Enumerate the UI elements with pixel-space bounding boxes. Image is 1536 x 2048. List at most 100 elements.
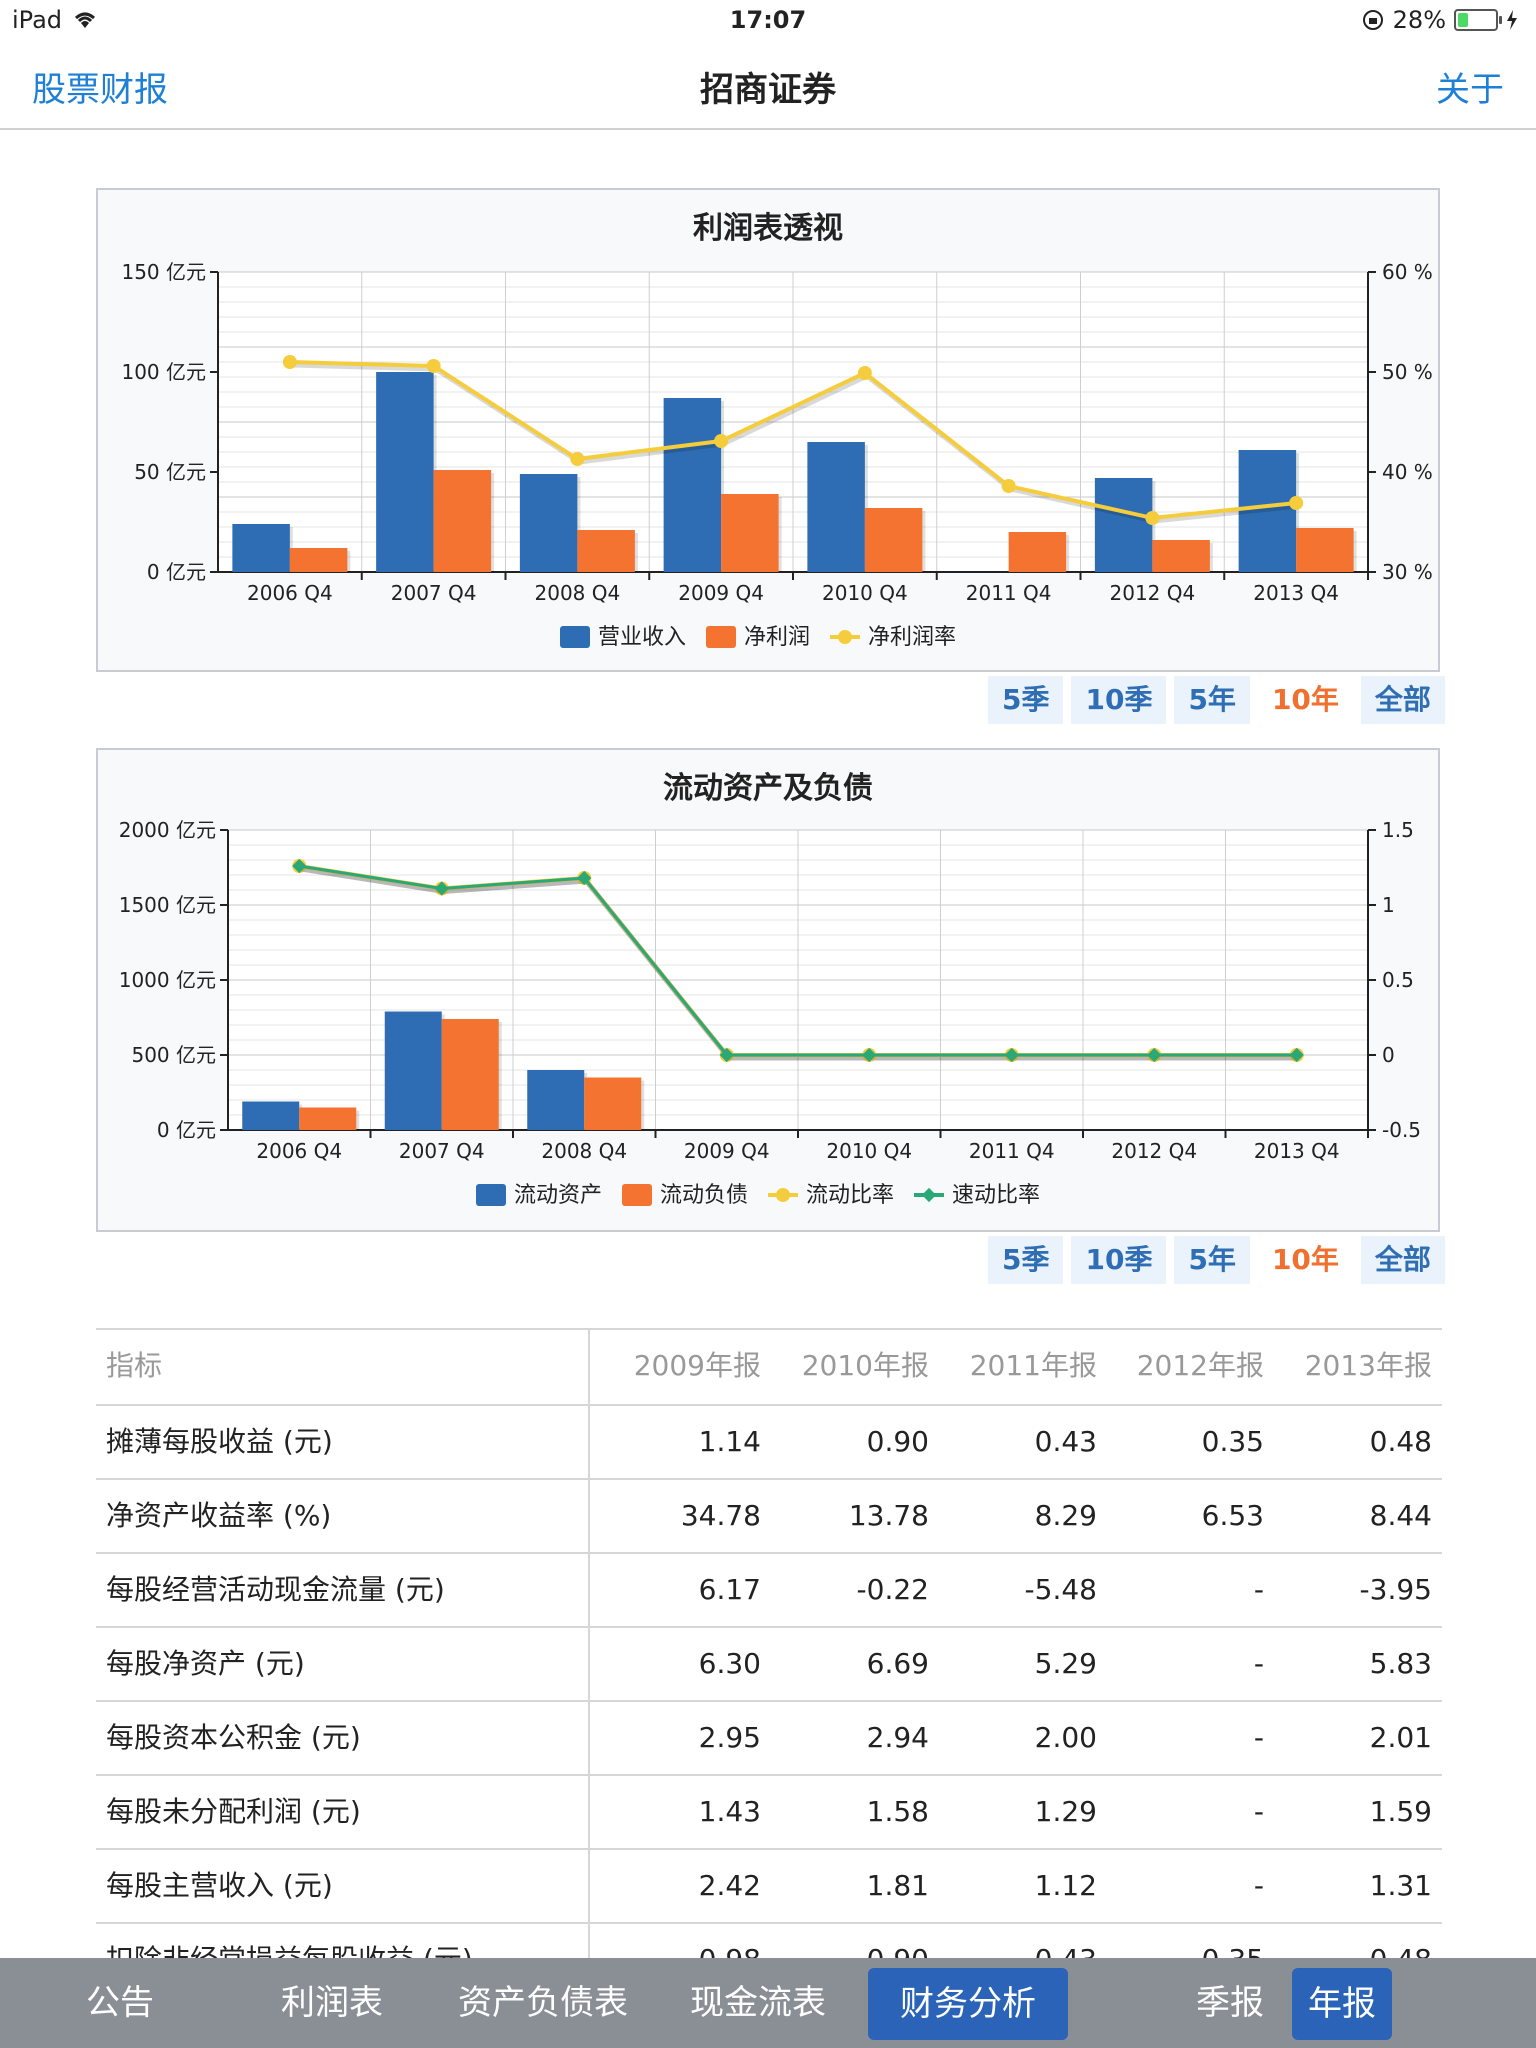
legend-item-流动资产: 流动资产 [476, 1183, 602, 1208]
indicator-value: 1.58 [866, 1795, 929, 1828]
tab-资产负债表[interactable]: 资产负债表 [458, 1983, 628, 2023]
tab-年报[interactable]: 年报 [1292, 1968, 1392, 2040]
y2-tick-label: 30 % [1382, 560, 1433, 584]
table-header-indicator: 指标 [106, 1349, 163, 1382]
range-button-全部[interactable]: 全部 [1360, 676, 1445, 724]
x-tick-label: 2013 Q4 [1254, 1139, 1340, 1163]
indicator-value: 13.78 [848, 1499, 929, 1532]
range-button-5季[interactable]: 5季 [988, 676, 1064, 724]
bar-净利润 [721, 494, 779, 572]
indicator-value: 0.43 [1034, 1425, 1097, 1458]
range-button-10年[interactable]: 10年 [1257, 676, 1353, 724]
tab-财务分析[interactable]: 财务分析 [868, 1968, 1068, 2040]
range-button-10年[interactable]: 10年 [1257, 1236, 1353, 1284]
indicator-value: 1.12 [1034, 1869, 1097, 1902]
financial-indicator-table: 指标 2009年报 2010年报 2011年报 2012年报 2013年报 摊薄每股收益 (… [96, 1328, 1442, 1998]
indicator-value: - [1253, 1869, 1264, 1902]
table-header-row: 指标 2009年报 2010年报 2011年报 2012年报 2013年报 [96, 1328, 1442, 1406]
y2-tick-label: 1 [1382, 893, 1395, 917]
table-header-year: 2013年报 [1304, 1349, 1432, 1382]
indicator-value: 1.14 [698, 1425, 761, 1458]
bar-净利润 [289, 548, 348, 572]
bar-营业收入 [807, 442, 865, 572]
legend-item-净利润率: 净利润率 [830, 625, 956, 650]
liquidity-chart-panel: 流动资产及负债 0 亿元 500 亿元 1000 亿元 1500 亿元 2000 亿元 -0… [96, 748, 1440, 1232]
point-净利润率 [570, 452, 585, 466]
indicator-value: -0.22 [856, 1573, 929, 1606]
battery-icon [1454, 9, 1502, 31]
point-净利润率 [857, 366, 872, 380]
indicator-value: 1.81 [866, 1869, 929, 1902]
table-header-year: 2009年报 [633, 1349, 761, 1382]
back-button[interactable]: 股票财报 [32, 70, 168, 110]
about-button[interactable]: 关于 [1436, 70, 1504, 110]
legend-swatch [476, 1184, 506, 1206]
legend-label: 流动负债 [660, 1183, 748, 1208]
x-tick-label: 2010 Q4 [822, 581, 908, 605]
x-tick-label: 2008 Q4 [541, 1139, 627, 1163]
indicator-value: 0.48 [1369, 1425, 1432, 1458]
range-button-10季[interactable]: 10季 [1071, 1236, 1167, 1284]
legend-label: 流动资产 [514, 1183, 602, 1208]
indicator-value: -3.95 [1359, 1573, 1432, 1606]
x-tick-label: 2006 Q4 [247, 581, 333, 605]
indicator-value: 6.30 [698, 1647, 761, 1680]
point-净利润率 [426, 359, 441, 373]
y-tick-label: 50 亿元 [134, 460, 206, 484]
table-header-year: 2012年报 [1136, 1349, 1264, 1382]
chart-title: 利润表透视 [693, 211, 843, 246]
chart-title: 流动资产及负债 [663, 771, 873, 806]
indicator-value: 2.95 [698, 1721, 761, 1754]
indicator-value: 2.01 [1369, 1721, 1432, 1754]
battery-percent: 28% [1392, 6, 1446, 34]
point-速动比率 [577, 870, 592, 886]
bar-流动资产 [242, 1101, 300, 1130]
table-row: 每股资本公积金 (元) 2.95 2.94 2.00 - 2.01 [96, 1702, 1442, 1776]
legend-label: 速动比率 [952, 1183, 1040, 1208]
bar-流动负债 [584, 1077, 642, 1130]
bottom-tab-bar: 公告 利润表 资产负债表 现金流表 财务分析 季报 年报 [0, 1958, 1536, 2048]
indicator-name: 净资产收益率 (%) [106, 1499, 332, 1532]
legend-item-净利润: 净利润 [706, 625, 810, 650]
point-净利润率 [1145, 511, 1160, 525]
range-button-5季[interactable]: 5季 [988, 1236, 1064, 1284]
indicator-value: - [1253, 1573, 1264, 1606]
legend-marker [921, 1187, 937, 1203]
device-name: iPad [12, 6, 63, 34]
table-header-year: 2011年报 [969, 1349, 1097, 1382]
tab-利润表[interactable]: 利润表 [281, 1983, 383, 2023]
legend-label: 净利润率 [868, 625, 956, 650]
y-tick-label: 0 亿元 [147, 560, 206, 584]
indicator-value: 6.17 [698, 1573, 761, 1606]
range-button-5年[interactable]: 5年 [1174, 1236, 1250, 1284]
legend-item-营业收入: 营业收入 [560, 625, 686, 650]
bar-营业收入 [663, 398, 722, 572]
legend-label: 净利润 [744, 625, 810, 650]
range-button-10季[interactable]: 10季 [1071, 676, 1167, 724]
legend-swatch [706, 626, 736, 648]
tab-季报[interactable]: 季报 [1196, 1983, 1264, 2023]
tab-现金流表[interactable]: 现金流表 [690, 1983, 826, 2023]
indicator-value: 8.29 [1034, 1499, 1097, 1532]
indicator-value: 1.43 [698, 1795, 761, 1828]
table-header-year: 2010年报 [801, 1349, 929, 1382]
bar-流动负债 [299, 1107, 357, 1130]
range-button-全部[interactable]: 全部 [1360, 1236, 1445, 1284]
table-row: 每股主营收入 (元) 2.42 1.81 1.12 - 1.31 [96, 1850, 1442, 1924]
point-速动比率 [1147, 1047, 1162, 1063]
y-tick-label: 1500 亿元 [119, 893, 216, 917]
bar-营业收入 [1094, 478, 1153, 572]
x-tick-label: 2008 Q4 [535, 581, 621, 605]
wifi-icon [75, 12, 96, 28]
indicator-value: 5.83 [1369, 1647, 1432, 1680]
status-bar: iPad 17:07 28% [0, 0, 1536, 40]
indicator-value: 5.29 [1034, 1647, 1097, 1680]
bar-流动资产 [384, 1011, 442, 1130]
indicator-value: - [1253, 1721, 1264, 1754]
tab-公告[interactable]: 公告 [86, 1983, 154, 2023]
range-button-5年[interactable]: 5年 [1174, 676, 1250, 724]
indicator-name: 每股资本公积金 (元) [106, 1721, 361, 1754]
indicator-value: 1.31 [1369, 1869, 1432, 1902]
y2-tick-label: 50 % [1382, 360, 1433, 384]
profit-chart-range-selector: 5季 10季 5年 10年 全部 [988, 676, 1445, 724]
